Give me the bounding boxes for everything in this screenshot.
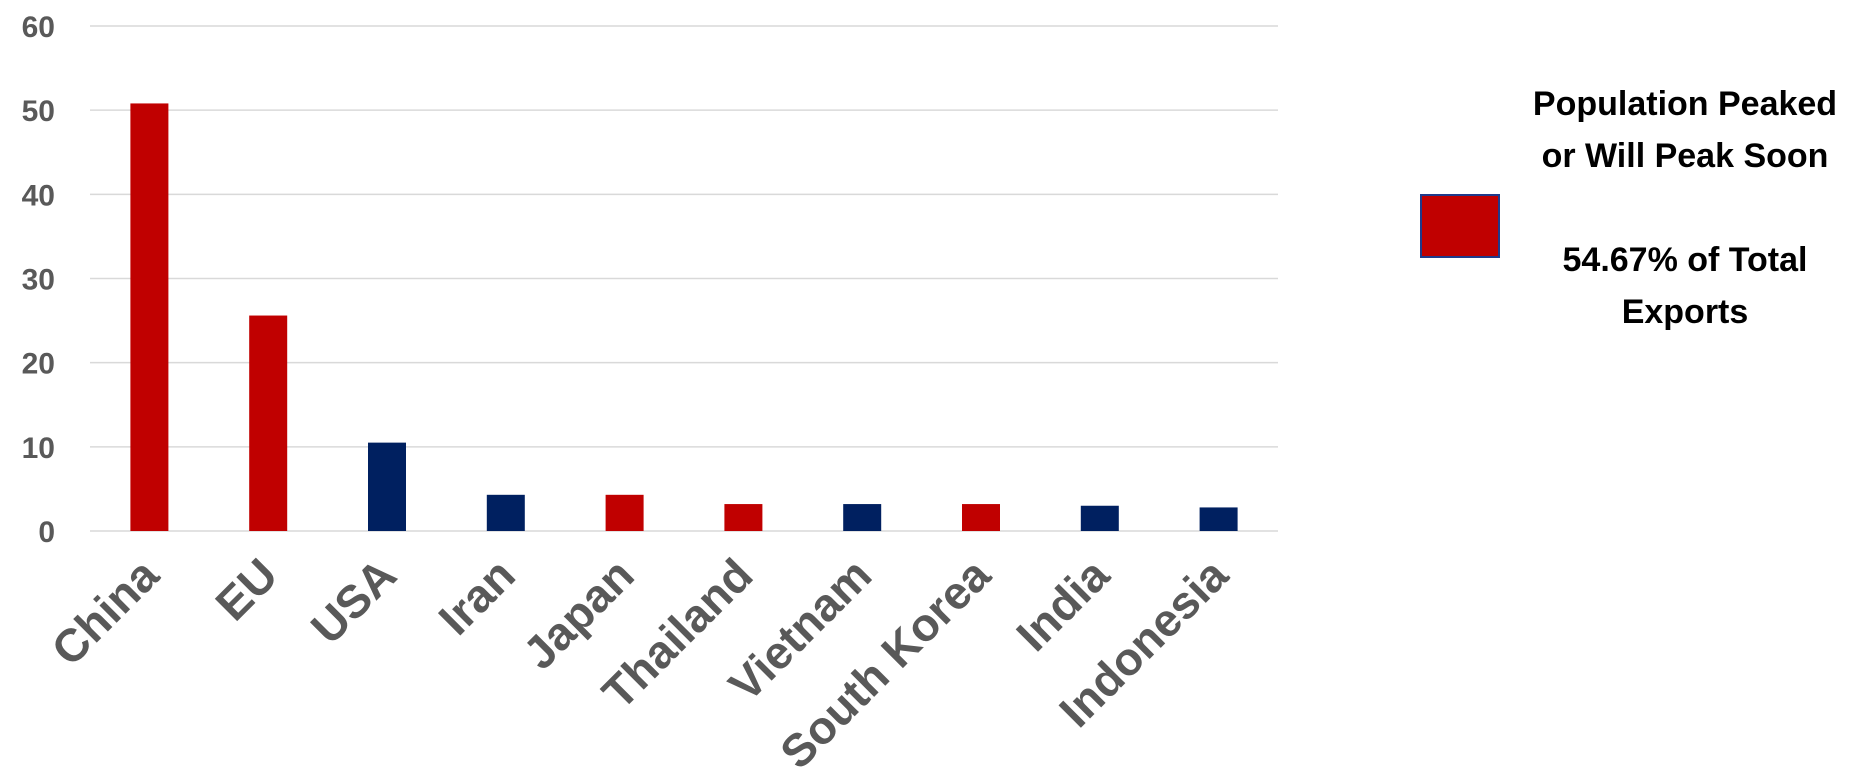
legend-text: Population Peaked or Will Peak Soon 54.6… [1530, 78, 1840, 338]
legend-label: Population Peaked or Will Peak Soon [1532, 85, 1838, 175]
y-tick-label: 40 [22, 179, 55, 212]
bar-china [130, 103, 169, 531]
y-tick-label: 10 [22, 432, 55, 465]
bar-vietnam [843, 504, 882, 531]
bar-japan [605, 494, 644, 531]
bar-india [1080, 505, 1119, 531]
bar-south-korea [962, 504, 1000, 531]
y-tick-label: 20 [22, 348, 55, 381]
y-tick-label: 0 [38, 516, 55, 549]
y-tick-label: 30 [22, 264, 55, 297]
x-tick-label: South Korea [770, 548, 1000, 778]
y-tick-label: 60 [22, 11, 55, 44]
x-tick-label: USA [301, 548, 406, 653]
y-tick-label: 50 [22, 95, 55, 128]
x-tick-label: Iran [428, 548, 524, 644]
bar-usa [368, 442, 406, 531]
bar-indonesia [1199, 507, 1238, 531]
x-tick-label: India [1006, 548, 1119, 661]
bar-eu [249, 315, 288, 531]
legend-note: 54.67% of Total Exports [1562, 241, 1808, 331]
legend-swatch [1420, 194, 1500, 258]
x-tick-label: EU [205, 548, 287, 630]
bar-iran [486, 494, 525, 531]
x-tick-label: China [41, 548, 168, 675]
bar-thailand [724, 504, 763, 531]
